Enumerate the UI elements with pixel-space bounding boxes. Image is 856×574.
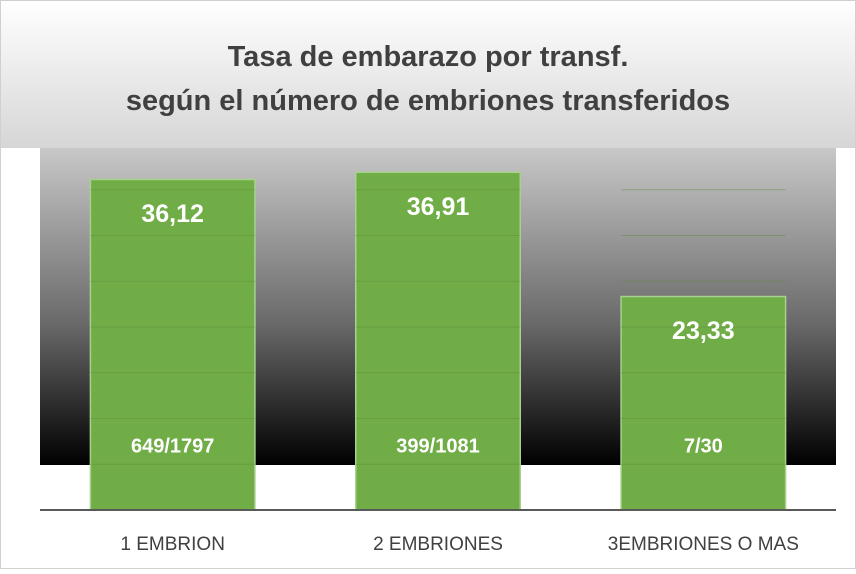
chart-title: Tasa de embarazo por transf. según el núm…: [126, 41, 730, 117]
bar: [354, 171, 522, 511]
x-tick-label: 1 EMBRION: [120, 534, 225, 555]
title-background: [1, 1, 855, 148]
bar-annotation: 399/1081: [396, 435, 479, 457]
x-tick-label: 2 EMBRIONES: [373, 534, 503, 555]
title-line: según el número de embriones transferido…: [126, 85, 730, 117]
value-label: 23,33: [672, 317, 735, 345]
bar-annotation: 649/1797: [131, 435, 214, 457]
value-label: 36,91: [407, 193, 470, 221]
x-tick-label: 3EMBRIONES O MAS: [608, 534, 799, 555]
title-line: Tasa de embarazo por transf.: [228, 41, 629, 73]
bar: [89, 178, 256, 511]
value-label: 36,12: [141, 200, 204, 228]
bar-annotation: 7/30: [684, 435, 723, 457]
